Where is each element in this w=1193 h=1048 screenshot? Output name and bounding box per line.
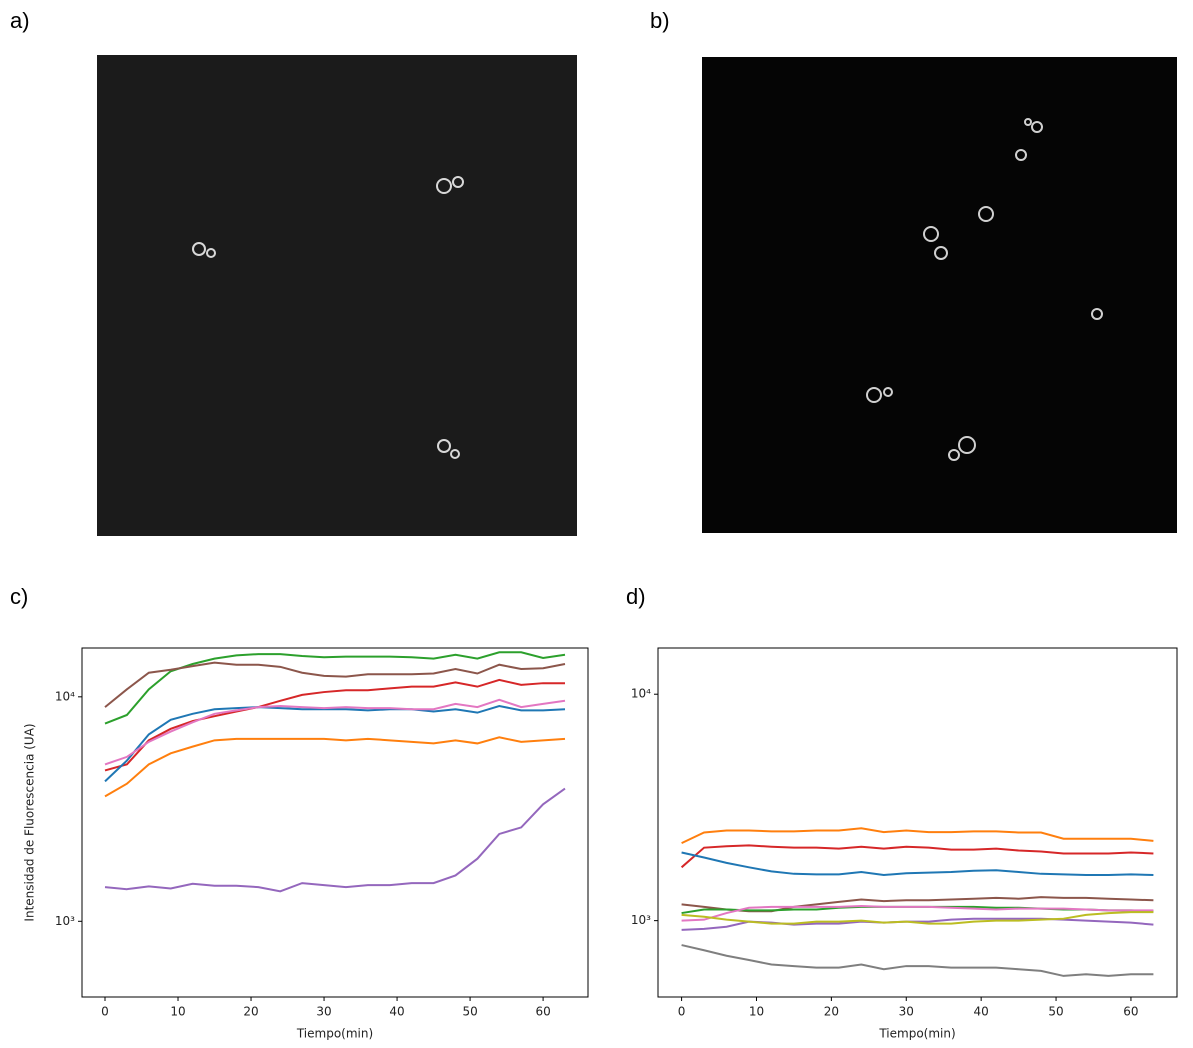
x-tick-label: 20 xyxy=(243,1005,258,1019)
micrograph-b xyxy=(702,57,1177,533)
x-tick-label: 30 xyxy=(899,1005,914,1019)
data-line xyxy=(104,704,566,783)
axes-frame xyxy=(81,647,589,998)
x-tick-label: 50 xyxy=(462,1005,477,1019)
x-tick-label: 50 xyxy=(1048,1005,1063,1019)
micrograph-a xyxy=(97,55,577,536)
data-line xyxy=(104,787,566,893)
data-line xyxy=(681,851,1154,877)
x-axis-label: Tiempo(min) xyxy=(878,1027,955,1041)
cells xyxy=(192,176,464,459)
y-tick-label: 10⁴ xyxy=(55,689,75,703)
image-background xyxy=(702,57,1177,533)
x-tick-label: 60 xyxy=(1123,1005,1138,1019)
x-tick-label: 40 xyxy=(389,1005,404,1019)
data-line xyxy=(681,917,1154,931)
y-tick-label: 10⁴ xyxy=(631,687,651,701)
x-tick-label: 10 xyxy=(749,1005,764,1019)
x-axis-label: Tiempo(min) xyxy=(296,1027,373,1041)
x-tick-label: 0 xyxy=(101,1005,109,1019)
y-axis-label: Intensidad de Fluorescencia (UA) xyxy=(23,723,37,921)
panel-label: c) xyxy=(10,584,28,609)
panel-label: d) xyxy=(626,584,646,609)
data-line xyxy=(681,944,1154,977)
data-line xyxy=(104,678,565,772)
panel-label: a) xyxy=(10,8,30,33)
x-tick-label: 60 xyxy=(535,1005,550,1019)
chart: 0 10 20 30 40 50 60 10³ 10⁴ Tiempo(min) xyxy=(631,647,1178,1041)
data-line xyxy=(104,698,566,766)
axes-frame xyxy=(657,647,1178,998)
x-tick-label: 40 xyxy=(974,1005,989,1019)
x-tick-label: 10 xyxy=(170,1005,185,1019)
panel-label: b) xyxy=(650,8,670,33)
cells xyxy=(866,118,1103,461)
x-tick-label: 30 xyxy=(316,1005,331,1019)
data-line xyxy=(681,827,1154,845)
image-background xyxy=(97,55,577,536)
x-tick-label: 20 xyxy=(824,1005,839,1019)
data-line xyxy=(681,911,1154,925)
data-line xyxy=(104,651,566,725)
data-line xyxy=(680,844,1154,869)
data-line xyxy=(104,736,566,798)
x-tick-label: 0 xyxy=(678,1005,686,1019)
chart: 0 10 20 30 40 50 60 10³ 10⁴ Tiempo(min) Intensidad… xyxy=(23,647,589,1041)
data-line xyxy=(681,905,1154,922)
y-tick-label: 10³ xyxy=(631,913,651,927)
y-tick-label: 10³ xyxy=(55,914,75,928)
data-line xyxy=(104,661,566,708)
